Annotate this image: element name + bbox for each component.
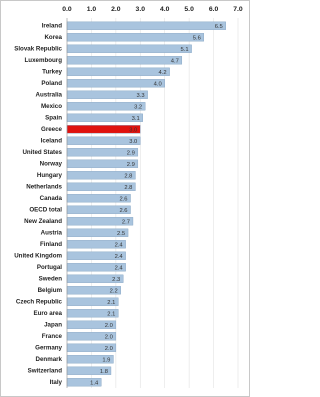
value-label: 3.0	[129, 139, 137, 145]
value-label: 3.1	[132, 116, 140, 122]
value-label: 2.0	[105, 323, 113, 329]
y-tick-label: Netherlands	[26, 183, 62, 190]
y-tick-label: United Kingdom	[14, 252, 62, 259]
value-label: 2.6	[119, 208, 127, 214]
value-label: 2.6	[119, 196, 127, 202]
y-tick-label: Germany	[35, 344, 62, 351]
y-tick-label: Norway	[40, 160, 63, 167]
value-label: 2.1	[107, 311, 115, 317]
y-tick-label: Portugal	[37, 264, 62, 271]
value-label: 2.0	[105, 346, 113, 352]
value-label: 1.9	[102, 357, 110, 363]
x-tick-label: 4.0	[160, 6, 170, 13]
value-label: 2.2	[110, 288, 118, 294]
y-tick-label: Austria	[41, 229, 63, 236]
value-label: 2.9	[127, 150, 135, 156]
y-tick-label: Switzerland	[28, 367, 63, 374]
value-label: 3.2	[134, 104, 142, 110]
y-tick-label: Turkey	[42, 68, 62, 75]
bar	[66, 21, 226, 30]
y-tick-label: Japan	[44, 321, 62, 328]
value-label: 5.1	[181, 47, 189, 53]
y-tick-label: Finland	[40, 241, 62, 248]
value-label: 4.2	[159, 70, 167, 76]
y-tick-label: Poland	[41, 80, 62, 87]
value-label: 1.8	[100, 369, 108, 375]
bar	[66, 79, 165, 88]
value-label: 2.1	[107, 300, 115, 306]
x-tick-label: 0.0	[62, 6, 72, 13]
value-label: 2.4	[115, 265, 124, 271]
y-tick-label: Belgium	[38, 287, 63, 294]
value-label: 3.3	[137, 93, 145, 99]
y-tick-label: France	[42, 333, 63, 340]
x-tick-label: 1.0	[87, 6, 97, 13]
y-tick-label: Euro area	[33, 310, 62, 317]
y-tick-label: Czech Republic	[16, 298, 63, 305]
bar	[66, 90, 148, 99]
value-label: 2.8	[124, 173, 132, 179]
y-tick-label: Spain	[45, 114, 62, 121]
x-tick-label: 7.0	[233, 6, 243, 13]
y-tick-label: Greece	[41, 126, 63, 133]
value-label: 5.6	[193, 35, 201, 41]
x-tick-label: 3.0	[136, 6, 146, 13]
y-tick-label: Canada	[40, 195, 63, 202]
x-tick-label: 6.0	[209, 6, 219, 13]
value-label: 2.3	[112, 277, 120, 283]
bar	[66, 67, 170, 76]
value-label: 2.4	[115, 242, 124, 248]
y-tick-label: Korea	[44, 34, 62, 41]
value-label: 2.9	[127, 162, 135, 168]
y-tick-label: Luxembourg	[25, 57, 63, 64]
value-label: 3.0	[129, 127, 137, 133]
value-label: 2.5	[117, 231, 125, 237]
y-tick-label: Iceland	[41, 137, 63, 144]
y-tick-label: OECD total	[29, 206, 62, 213]
value-label: 2.8	[124, 185, 132, 191]
bar	[66, 44, 192, 53]
y-tick-label: Mexico	[41, 103, 62, 110]
x-tick-label: 5.0	[184, 6, 194, 13]
y-tick-label: Australia	[36, 91, 63, 98]
y-tick-label: Slovak Republic	[14, 45, 62, 52]
x-tick-label: 2.0	[111, 6, 121, 13]
y-tick-label: New Zealand	[24, 218, 62, 225]
y-tick-label: Hungary	[37, 172, 63, 179]
y-tick-label: Italy	[50, 379, 63, 386]
value-label: 2.7	[122, 219, 130, 225]
value-label: 6.5	[215, 24, 223, 30]
bar	[66, 56, 183, 65]
value-label: 4.0	[154, 81, 162, 87]
y-tick-label: Sweden	[39, 275, 63, 282]
value-label: 2.4	[115, 254, 124, 260]
y-tick-label: Ireland	[42, 22, 63, 29]
bar	[66, 33, 205, 42]
y-tick-label: United States	[22, 149, 62, 156]
value-label: 1.4	[90, 380, 99, 386]
chart: 0.0 1.0 2.0 3.0 4.0 5.0 6.0 7.0 Ireland 6.5 Korea 5…	[0, 0, 250, 397]
y-tick-label: Denmark	[36, 356, 63, 363]
value-label: 2.0	[105, 334, 113, 340]
value-label: 4.7	[171, 58, 179, 64]
